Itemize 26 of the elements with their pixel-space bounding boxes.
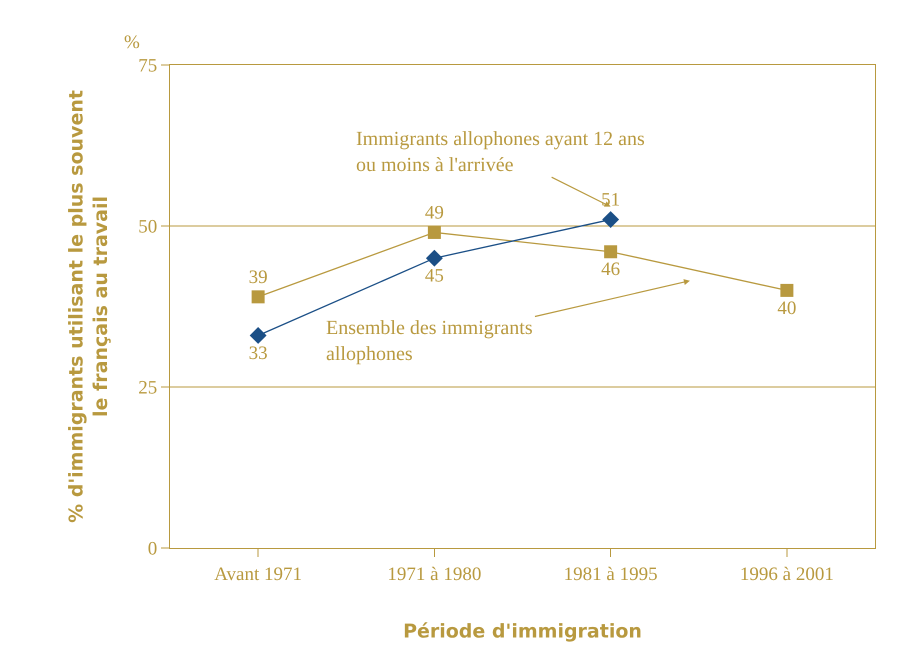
- point: [250, 327, 267, 344]
- x-axis-title: Période d'immigration: [403, 620, 642, 643]
- x-tick-label: 1981 à 1995: [564, 564, 658, 585]
- point: [428, 226, 441, 239]
- text: Immigrants allophones ayant 12 ans ou moins à l'arrivée: [356, 128, 646, 176]
- point: [602, 211, 620, 228]
- data-label: 40: [777, 298, 796, 319]
- point: [252, 290, 265, 304]
- point: [604, 245, 618, 258]
- data-label: 45: [424, 266, 444, 287]
- text: %: [124, 32, 140, 53]
- y-axis-title: % d'immigrants utilisant le plus souvent le français au travail: [65, 90, 112, 523]
- x-tick-label: 1996 à 2001: [740, 564, 834, 585]
- y-tick-label: 75: [138, 56, 158, 77]
- text: Ensemble des immigrants allophones: [326, 317, 533, 365]
- x-tick-label: Avant 1971: [214, 564, 302, 585]
- data-label: 33: [248, 342, 268, 364]
- y-tick-label: 0: [148, 538, 158, 560]
- data-label: 49: [424, 202, 444, 224]
- x-tick-label: 1971 à 1980: [387, 564, 482, 585]
- data-label: 46: [601, 259, 620, 280]
- y-tick-label: 25: [138, 378, 158, 399]
- data-label: 39: [248, 266, 268, 288]
- point: [426, 250, 443, 267]
- y-tick-label: 50: [138, 216, 158, 238]
- point: [780, 284, 794, 297]
